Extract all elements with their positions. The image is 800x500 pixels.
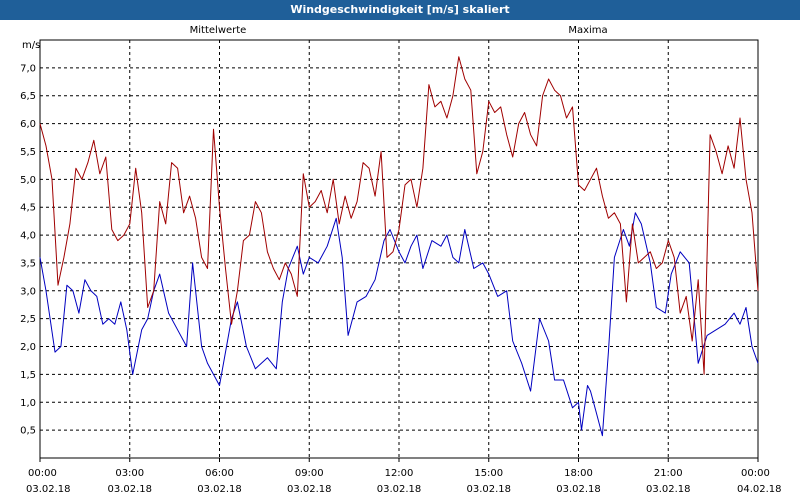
x-tick-time-label: 09:00 bbox=[295, 468, 324, 479]
x-tick-time-label: 00:00 bbox=[741, 468, 770, 479]
x-tick-date-label: 03.02.18 bbox=[197, 484, 242, 495]
x-tick-time-label: 15:00 bbox=[474, 468, 503, 479]
x-tick-date-label: 03.02.18 bbox=[26, 484, 71, 495]
x-tick-date-label: 03.02.18 bbox=[287, 484, 332, 495]
y-tick-label: 3,5 bbox=[20, 258, 36, 269]
y-tick-label: 5,5 bbox=[20, 147, 36, 158]
x-tick-date-label: 03.02.18 bbox=[466, 484, 511, 495]
y-tick-label: 3,0 bbox=[20, 286, 36, 297]
y-axis-label: m/s bbox=[22, 40, 40, 51]
y-tick-label: 4,5 bbox=[20, 203, 36, 214]
x-tick-date-label: 03.02.18 bbox=[107, 484, 152, 495]
x-tick-time-label: 12:00 bbox=[385, 468, 414, 479]
legend-maxima: Maxima bbox=[568, 25, 607, 36]
series-line-maxima bbox=[39, 56, 759, 375]
window-title: Windgeschwindigkeit [m/s] skaliert bbox=[0, 0, 800, 20]
y-tick-label: 1,0 bbox=[20, 398, 36, 409]
x-tick-time-label: 21:00 bbox=[654, 468, 683, 479]
grid bbox=[40, 40, 758, 458]
y-tick-label: 2,5 bbox=[20, 314, 36, 325]
y-tick-label: 2,0 bbox=[20, 342, 36, 353]
y-tick-label: 4,0 bbox=[20, 231, 36, 242]
x-tick-date-label: 03.02.18 bbox=[646, 484, 691, 495]
x-tick-date-label: 04.02.18 bbox=[737, 484, 782, 495]
y-tick-label: 7,0 bbox=[20, 63, 36, 74]
y-tick-label: 0,5 bbox=[20, 426, 36, 437]
y-tick-label: 6,0 bbox=[20, 119, 36, 130]
y-tick-label: 1,5 bbox=[20, 370, 36, 381]
x-tick-time-label: 00:00 bbox=[28, 468, 57, 479]
x-tick-date-label: 03.02.18 bbox=[377, 484, 422, 495]
y-axis: 0,5 1,0 1,5 2,0 2,5 3,0 3,5 4,0 4,5 5,0 5,5 6,0 6,5 7… bbox=[20, 63, 36, 436]
x-tick-time-label: 06:00 bbox=[205, 468, 234, 479]
legend-mittelwerte: Mittelwerte bbox=[190, 25, 247, 36]
x-tick-time-label: 18:00 bbox=[564, 468, 593, 479]
series-group bbox=[39, 56, 759, 437]
x-tick-time-label: 03:00 bbox=[115, 468, 144, 479]
y-tick-label: 5,0 bbox=[20, 175, 36, 186]
x-tick-date-label: 03.02.18 bbox=[556, 484, 601, 495]
x-axis: 00:00 03.02.18 03:00 03.02.18 06:00 03.02.18 0… bbox=[26, 458, 782, 495]
y-tick-label: 6,5 bbox=[20, 91, 36, 102]
